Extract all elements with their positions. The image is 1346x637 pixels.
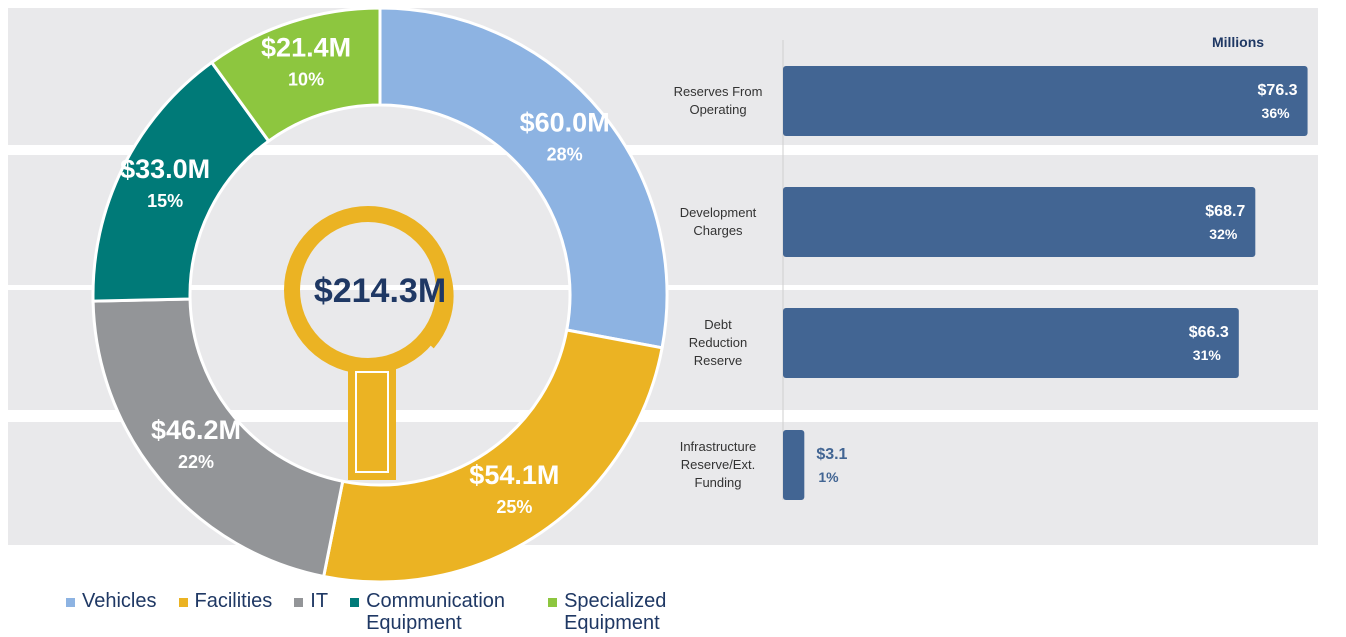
percent-label: 1%: [818, 469, 839, 485]
value-label: $54.1M: [469, 460, 559, 490]
value-label: $68.7: [1205, 203, 1245, 220]
legend-swatch: [178, 598, 188, 607]
value-label: $66.3: [1189, 324, 1229, 341]
legend-label: Vehicles: [82, 590, 157, 612]
category-label: Development Charges: [679, 205, 757, 238]
legend-label: Facilities: [194, 590, 273, 612]
legend-swatch: [294, 598, 304, 607]
percent-label: 10%: [288, 70, 324, 90]
value-label: $21.4M: [261, 33, 351, 63]
legend-item: Specialized Equipment: [548, 590, 724, 634]
legend-item: Vehicles: [66, 590, 157, 634]
legend-item: Communication Equipment: [350, 590, 526, 634]
legend-label: IT: [310, 590, 329, 612]
legend-label: Specialized Equipment: [564, 590, 667, 634]
percent-label: 22%: [178, 452, 214, 472]
bar: [783, 187, 1256, 257]
percent-label: 31%: [1193, 347, 1222, 363]
legend: Vehicles Facilities IT Communication Equipm…: [66, 590, 746, 634]
slice: [321, 328, 664, 584]
bars: $76.3 36% $68.7 32% $66.3 31% $3.1 1%: [783, 66, 1308, 500]
axis-label: Millions: [1212, 34, 1264, 50]
bar: [783, 430, 805, 500]
value-label: $60.0M: [520, 108, 610, 138]
center-label: $214.3M: [314, 272, 446, 310]
legend-item: IT: [294, 590, 328, 634]
donut: $60.0M 28% $54.1M 25% $46.2M 22% $33.0M 15% $21.…: [91, 6, 669, 584]
legend-swatch: [350, 598, 360, 607]
percent-label: 36%: [1262, 105, 1291, 121]
value-label: $46.2M: [151, 415, 241, 445]
category-label: Reserves From Operating: [673, 84, 763, 117]
value-label: $3.1: [816, 446, 847, 463]
legend-swatch: [548, 598, 558, 607]
value-label: $76.3: [1258, 82, 1298, 99]
percent-label: 32%: [1209, 226, 1238, 242]
bar: [783, 66, 1308, 136]
percent-label: 25%: [496, 497, 532, 517]
slice: [209, 6, 382, 144]
legend-label: Communication Equipment: [366, 590, 506, 634]
value-label: $33.0M: [120, 154, 210, 184]
category-label: Infrastructure Reserve/Ext. Funding: [679, 439, 757, 490]
bar: [783, 308, 1239, 378]
slice: [91, 297, 345, 579]
percent-label: 28%: [547, 145, 583, 165]
percent-label: 15%: [147, 191, 183, 211]
legend-item: Facilities: [178, 590, 273, 634]
magnifier-icon: [284, 206, 454, 480]
slice: [378, 6, 669, 350]
legend-swatch: [66, 598, 75, 607]
category-label: Debt Reduction Reserve: [688, 317, 748, 368]
